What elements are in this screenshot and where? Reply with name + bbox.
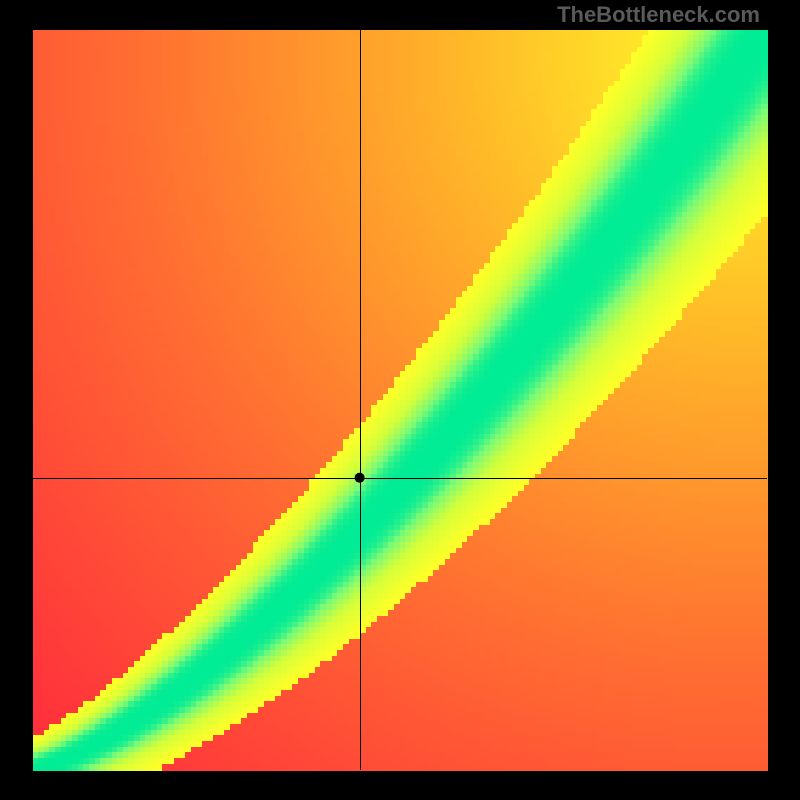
bottleneck-heatmap: [0, 0, 800, 800]
chart-container: TheBottleneck.com: [0, 0, 800, 800]
watermark-text: TheBottleneck.com: [557, 2, 760, 28]
